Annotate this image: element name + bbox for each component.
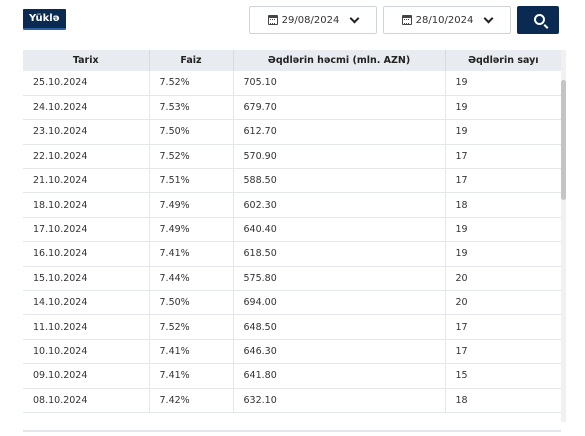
- divider: [23, 430, 561, 432]
- rates-table: Tarix Faiz Əqdlərin həcmi (mln. AZN) Əqd…: [23, 50, 561, 413]
- cell-count: 19: [455, 126, 468, 138]
- cell-date: 16.10.2024: [23, 241, 150, 267]
- cell-volume: 618.50: [233, 241, 446, 267]
- table-row: 10.10.2024 7.41% 646.30 17: [23, 339, 561, 364]
- cell-date: 15.10.2024: [23, 266, 150, 291]
- cell-count: 17: [455, 321, 468, 333]
- cell-volume: 648.50: [233, 314, 446, 340]
- cell-rate: 7.52%: [149, 144, 234, 169]
- cell-count: 20: [455, 297, 468, 309]
- cell-volume: 705.10: [233, 71, 446, 96]
- cell-rate: 7.41%: [149, 339, 234, 364]
- table-row: 25.10.2024 7.52% 705.10 19: [23, 71, 561, 96]
- calendar-icon: [401, 15, 412, 25]
- date-from-value: 29/08/2024: [281, 14, 340, 26]
- cell-count: 15: [455, 370, 468, 382]
- cell-date: 08.10.2024: [23, 388, 150, 413]
- cell-date: 17.10.2024: [23, 217, 150, 242]
- cell-count: 17: [455, 345, 468, 357]
- cell-date: 11.10.2024: [23, 314, 150, 340]
- table-row: 08.10.2024 7.42% 632.10 18: [23, 388, 561, 413]
- cell-rate: 7.42%: [149, 388, 234, 413]
- cell-date: 23.10.2024: [23, 119, 150, 145]
- table-scrollbar[interactable]: [561, 50, 566, 422]
- cell-count: 19: [455, 77, 468, 89]
- table-row: 17.10.2024 7.49% 640.40 19: [23, 217, 561, 242]
- cell-volume: 575.80: [233, 266, 446, 291]
- header-rate[interactable]: Faiz: [149, 50, 234, 71]
- cell-rate: 7.52%: [149, 314, 234, 340]
- cell-volume: 612.70: [233, 119, 446, 145]
- header-count[interactable]: Əqdlərin sayı: [467, 55, 539, 66]
- load-button[interactable]: Yüklə: [23, 9, 66, 30]
- cell-rate: 7.44%: [149, 266, 234, 291]
- date-from-picker[interactable]: 29/08/2024: [249, 6, 377, 34]
- cell-count: 19: [455, 102, 468, 114]
- cell-volume: 632.10: [233, 388, 446, 413]
- cell-rate: 7.41%: [149, 363, 234, 389]
- table-row: 14.10.2024 7.50% 694.00 20: [23, 290, 561, 315]
- cell-volume: 570.90: [233, 144, 446, 169]
- rates-table-container: Tarix Faiz Əqdlərin həcmi (mln. AZN) Əqd…: [23, 50, 561, 422]
- cell-count: 18: [455, 199, 468, 211]
- cell-date: 24.10.2024: [23, 95, 150, 120]
- cell-date: 22.10.2024: [23, 144, 150, 169]
- cell-count: 17: [455, 150, 468, 162]
- table-row: 15.10.2024 7.44% 575.80 20: [23, 266, 561, 291]
- cell-count: 17: [455, 175, 468, 187]
- search-button[interactable]: [517, 6, 559, 34]
- cell-count: 19: [455, 248, 468, 260]
- cell-date: 25.10.2024: [23, 71, 150, 96]
- cell-count: 19: [455, 224, 468, 236]
- toolbar: Yüklə 29/08/2024 28/10/2024: [0, 0, 585, 44]
- table-row: 24.10.2024 7.53% 679.70 19: [23, 95, 561, 120]
- table-row: 09.10.2024 7.41% 641.80 15: [23, 363, 561, 389]
- cell-date: 21.10.2024: [23, 168, 150, 193]
- cell-date: 14.10.2024: [23, 290, 150, 315]
- header-date[interactable]: Tarix: [23, 50, 150, 71]
- search-icon: [533, 13, 545, 25]
- cell-rate: 7.52%: [149, 71, 234, 96]
- date-to-picker[interactable]: 28/10/2024: [383, 6, 511, 34]
- cell-date: 10.10.2024: [23, 339, 150, 364]
- date-to-value: 28/10/2024: [415, 14, 474, 26]
- scrollbar-thumb[interactable]: [561, 80, 566, 200]
- cell-rate: 7.53%: [149, 95, 234, 120]
- cell-rate: 7.49%: [149, 217, 234, 242]
- chevron-down-icon: [349, 13, 360, 23]
- cell-rate: 7.50%: [149, 119, 234, 145]
- table-row: 11.10.2024 7.52% 648.50 17: [23, 314, 561, 340]
- cell-date: 09.10.2024: [23, 363, 150, 389]
- table-row: 18.10.2024 7.49% 602.30 18: [23, 192, 561, 218]
- cell-rate: 7.41%: [149, 241, 234, 267]
- table-row: 16.10.2024 7.41% 618.50 19: [23, 241, 561, 267]
- cell-rate: 7.50%: [149, 290, 234, 315]
- calendar-icon: [267, 15, 278, 25]
- cell-rate: 7.51%: [149, 168, 234, 193]
- table-header-row: Tarix Faiz Əqdlərin həcmi (mln. AZN) Əqd…: [23, 50, 561, 71]
- cell-volume: 694.00: [233, 290, 446, 315]
- table-row: 23.10.2024 7.50% 612.70 19: [23, 119, 561, 145]
- cell-volume: 646.30: [233, 339, 446, 364]
- table-row: 21.10.2024 7.51% 588.50 17: [23, 168, 561, 193]
- chevron-down-icon: [483, 13, 494, 23]
- cell-count: 20: [455, 272, 468, 284]
- table-body: 25.10.2024 7.52% 705.10 19 24.10.2024 7.53% 67…: [23, 71, 561, 413]
- cell-volume: 640.40: [233, 217, 446, 242]
- cell-volume: 641.80: [233, 363, 446, 389]
- cell-volume: 602.30: [233, 192, 446, 218]
- cell-count: 18: [455, 394, 468, 406]
- table-row: 22.10.2024 7.52% 570.90 17: [23, 144, 561, 169]
- cell-rate: 7.49%: [149, 192, 234, 218]
- header-volume[interactable]: Əqdlərin həcmi (mln. AZN): [233, 50, 446, 71]
- cell-date: 18.10.2024: [23, 192, 150, 218]
- cell-volume: 679.70: [233, 95, 446, 120]
- cell-volume: 588.50: [233, 168, 446, 193]
